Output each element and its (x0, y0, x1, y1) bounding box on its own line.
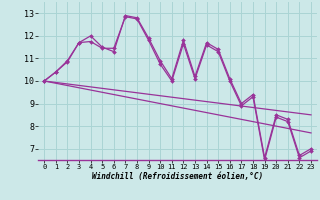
X-axis label: Windchill (Refroidissement éolien,°C): Windchill (Refroidissement éolien,°C) (92, 172, 263, 181)
